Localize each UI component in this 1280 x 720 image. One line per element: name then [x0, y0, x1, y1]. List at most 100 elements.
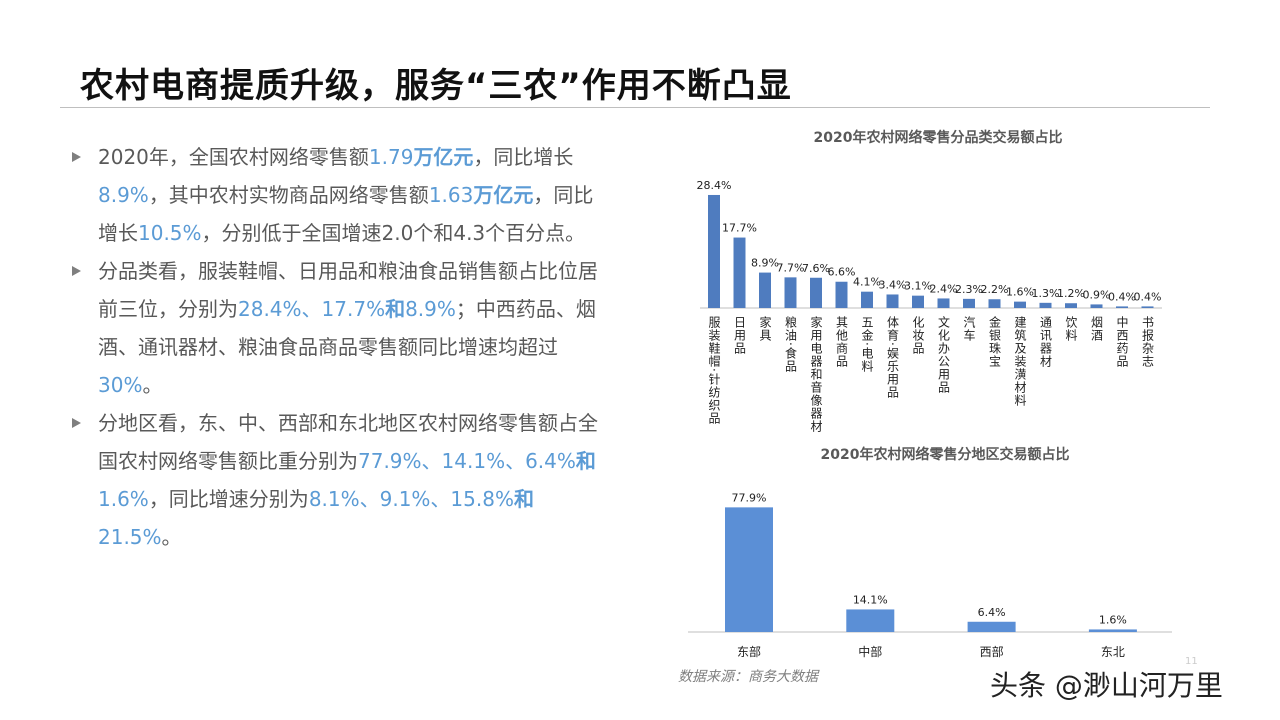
bullet-run: 。 — [142, 373, 163, 397]
value-label: 77.9% — [732, 491, 767, 504]
x-tick-label: 东部 — [737, 644, 761, 659]
bullet-run: 8.9% — [405, 297, 456, 321]
value-label: 0.4% — [1134, 290, 1162, 303]
x-tick-label: 其他商品 — [835, 316, 849, 368]
x-tick-label: 烟酒 — [1090, 316, 1104, 342]
x-tick-label: 东北 — [1101, 645, 1125, 659]
value-label: 2.4% — [930, 282, 958, 295]
watermark: 头条 @渺山河万里 — [990, 669, 1223, 702]
bullet: 2020年，全国农村网络零售额1.79万亿元，同比增长8.9%，其中农村实物商品… — [70, 138, 610, 252]
bar — [937, 298, 950, 308]
value-label: 17.7% — [722, 222, 757, 235]
x-tick-label: 粮油·食品 — [784, 315, 798, 373]
value-label: 7.6% — [802, 262, 830, 275]
bullet-run: 28.4%、17.7% — [238, 297, 386, 321]
title-rule — [60, 107, 1210, 108]
bar — [1088, 629, 1137, 632]
bar — [733, 237, 746, 308]
bullet-run: 1.79 — [368, 145, 414, 169]
x-tick-label: 文化办公用品 — [937, 315, 951, 394]
x-tick-label: 饮料 — [1064, 316, 1078, 342]
value-label: 14.1% — [853, 593, 888, 606]
value-label: 28.4% — [697, 179, 732, 192]
bullet: 分地区看，东、中、西部和东北地区农村网络零售额占全国农村网络零售额比重分别为77… — [70, 404, 610, 556]
bullet-run: ；中西药品、烟酒、通讯器材、粮油食品商品零售额同比增速均超过 — [98, 297, 596, 359]
bullet-run: 分地区看，东、中、西部和东北地区农村网络零售额占全国农村网络零售额比重分别为 — [98, 411, 598, 473]
bar — [988, 299, 1001, 308]
bullet-run: ，其中农村实物商品网络零售额 — [148, 183, 429, 207]
value-label: 1.2% — [1057, 287, 1085, 300]
value-label: 0.9% — [1083, 288, 1111, 301]
bullet-run: 1.63 — [428, 183, 474, 207]
bullet-run: 和 — [385, 297, 406, 321]
value-label: 6.4% — [978, 606, 1006, 619]
bullet-run: 30% — [98, 373, 143, 397]
page-number: 11 — [1185, 656, 1198, 667]
value-label: 6.6% — [828, 266, 856, 279]
bar — [846, 609, 895, 632]
x-tick-label: 汽车 — [962, 315, 976, 342]
x-tick-label: 五金·电料 — [860, 316, 874, 373]
bullet-run: ，分别低于全国增速2.0个和4.3个百分点。 — [201, 221, 586, 245]
value-label: 1.6% — [1006, 286, 1034, 299]
x-tick-label: 中部 — [858, 644, 882, 659]
value-label: 2.2% — [981, 283, 1009, 296]
x-tick-label: 通讯器材 — [1039, 316, 1053, 368]
x-tick-label: 家具 — [758, 315, 772, 342]
x-tick-label: 日用品 — [733, 316, 747, 355]
bullet-run: 。 — [161, 525, 182, 549]
bullet-run: 8.9% — [98, 183, 149, 207]
x-tick-label: 中西药品 — [1115, 315, 1129, 368]
bar — [759, 272, 771, 308]
x-tick-label: 书报杂志 — [1141, 316, 1155, 368]
value-label: 7.7% — [777, 261, 805, 274]
x-tick-label: 西部 — [980, 644, 1004, 659]
bar — [1065, 303, 1077, 308]
bullet-run: 分品类看，服装鞋帽、日用品和粮油食品销售额占比位居前三位，分别为 — [98, 259, 598, 321]
bar — [861, 291, 873, 308]
bullet-run: 77.9%、14.1%、6.4% — [358, 449, 576, 473]
x-tick-label: 家用电器和音像器材 — [809, 315, 823, 433]
bullet-run: 8.1%、9.1%、15.8% — [308, 487, 514, 511]
x-tick-label: 建筑及装潢材料 — [1013, 316, 1027, 407]
bullet-run: 10.5% — [138, 221, 202, 245]
value-label: 8.9% — [751, 257, 779, 270]
bullet-run: 2020年，全国农村网络零售额 — [98, 145, 369, 169]
value-label: 3.1% — [904, 280, 932, 293]
bullet-run: ，同比增速分别为 — [148, 487, 309, 511]
bar — [1014, 301, 1026, 308]
slide-title: 农村电商提质升级，服务“三农”作用不断凸显 — [80, 66, 792, 106]
bar — [835, 281, 848, 308]
chart-title: 2020年农村网络零售分品类交易额占比 — [814, 129, 1063, 146]
chart-title: 2020年农村网络零售分地区交易额占比 — [821, 446, 1070, 463]
value-label: 1.6% — [1099, 613, 1127, 626]
bar — [967, 621, 1016, 632]
value-label: 0.4% — [1108, 290, 1136, 303]
bar — [1090, 304, 1103, 308]
bullet-run: ，同比增长 — [98, 183, 594, 245]
bullet-run: 万亿元 — [413, 145, 474, 169]
bar — [784, 277, 797, 308]
x-tick-label: 体育·娱乐用品 — [886, 316, 900, 399]
bar — [1141, 306, 1154, 308]
bar — [912, 295, 924, 308]
bar — [725, 507, 773, 632]
bar — [810, 277, 822, 308]
bullet-run: 和 — [513, 487, 534, 511]
bullet-run: 万亿元 — [473, 183, 534, 207]
source-note: 数据来源：商务大数据 — [678, 669, 818, 685]
bullet-run: 和 — [575, 449, 596, 473]
bar — [963, 298, 975, 308]
bar — [1039, 302, 1052, 308]
bullet-run: ，同比增长 — [473, 145, 574, 169]
x-tick-label: 服装鞋帽·针纺织品 — [707, 316, 721, 425]
value-label: 3.4% — [879, 278, 907, 291]
value-label: 1.3% — [1032, 287, 1060, 300]
bar — [886, 294, 899, 308]
bar — [708, 194, 720, 308]
bullet-run: 1.6% — [98, 487, 149, 511]
bullet: 分品类看，服装鞋帽、日用品和粮油食品销售额占比位居前三位，分别为28.4%、17… — [70, 252, 610, 404]
value-label: 2.3% — [955, 283, 983, 296]
